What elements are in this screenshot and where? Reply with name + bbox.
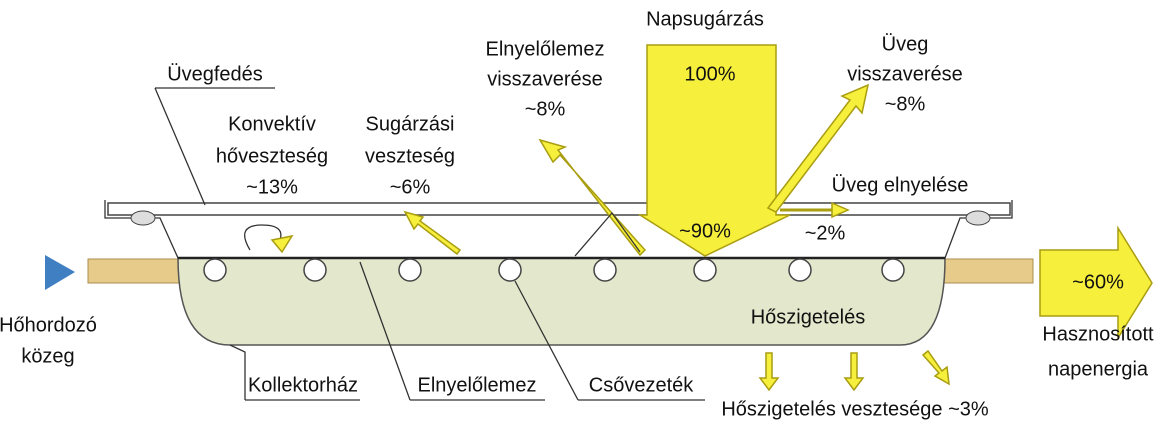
label: ~90% bbox=[679, 220, 731, 242]
absorber-reflection-arrow bbox=[538, 138, 647, 257]
label: ~8% bbox=[525, 98, 566, 120]
label: Elnyelőlemez bbox=[418, 374, 537, 396]
convective-head bbox=[270, 234, 294, 254]
label: Kollektorház bbox=[248, 374, 358, 396]
label: ~8% bbox=[885, 93, 926, 115]
insulation-loss-arrows bbox=[758, 349, 950, 392]
label: Hőhordozó bbox=[0, 314, 97, 336]
label: közeg bbox=[21, 345, 74, 367]
label: ~2% bbox=[805, 222, 846, 244]
leader bbox=[514, 280, 705, 401]
seal bbox=[965, 210, 991, 226]
glass-absorption-head bbox=[831, 201, 850, 219]
label: ~60% bbox=[1072, 271, 1124, 293]
label: Üveg bbox=[882, 33, 929, 55]
label: ~6% bbox=[390, 176, 431, 198]
glass-reflection-arrow bbox=[766, 83, 870, 213]
label: Hőszigetelés vesztesége ~3% bbox=[721, 398, 989, 420]
label: Elnyelőlemez bbox=[486, 38, 605, 60]
seal bbox=[130, 210, 156, 226]
leader bbox=[359, 261, 545, 401]
label: Hőszigetelés bbox=[751, 306, 866, 328]
label: visszaverése bbox=[847, 63, 963, 85]
leader bbox=[154, 87, 275, 206]
useful-arrow bbox=[1039, 225, 1153, 341]
label: Sugárzási bbox=[366, 113, 455, 135]
radiation-arrow bbox=[403, 210, 462, 256]
label: 100% bbox=[684, 63, 735, 85]
label: Üvegfedés bbox=[167, 63, 263, 85]
pipe-sections bbox=[203, 258, 905, 282]
sun-arrow bbox=[637, 44, 791, 257]
label: veszteség bbox=[365, 145, 455, 167]
label: visszaverése bbox=[487, 68, 603, 90]
label: Napsugárzás bbox=[646, 8, 764, 30]
glass-cover bbox=[107, 202, 1011, 216]
label: ~13% bbox=[246, 176, 298, 198]
label: Hasznosított bbox=[1042, 323, 1154, 345]
label: hőveszteség bbox=[216, 145, 328, 167]
label: napenergia bbox=[1048, 358, 1149, 380]
label: Csővezeték bbox=[589, 374, 694, 396]
leader bbox=[229, 344, 360, 401]
label: Üveg elnyelése bbox=[832, 174, 969, 196]
collector-body bbox=[177, 257, 946, 346]
convective-arrow bbox=[244, 224, 282, 251]
fluid-arrow bbox=[45, 255, 75, 290]
label: Konvektív bbox=[228, 113, 316, 135]
ray bbox=[574, 211, 641, 257]
